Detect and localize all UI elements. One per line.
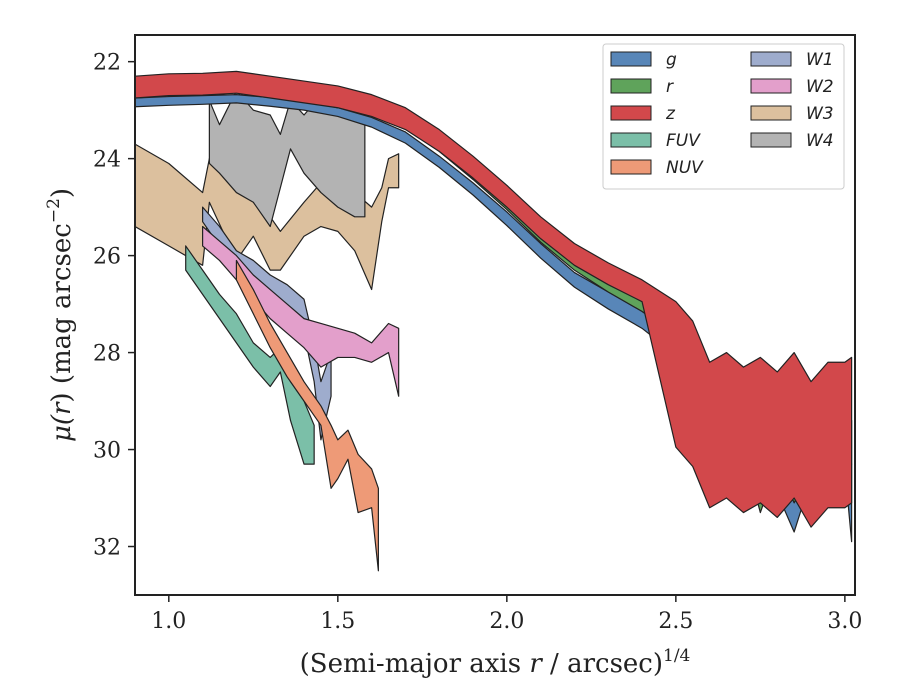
x-axis-title: (Semi-major axis r / arcsec)1/4 [300,646,691,679]
x-tick-label: 1.0 [151,609,186,634]
y-tick-label: 22 [93,51,121,76]
legend-swatch-g [610,51,652,67]
legend-swatch-w2 [750,78,792,94]
x-tick-label: 3.0 [827,609,862,634]
y-tick-label: 30 [93,439,121,464]
legend-swatch-r [610,78,652,94]
legend-label-fuv: FUV [666,131,701,151]
legend-swatch-z [610,105,652,121]
legend-label-w1: W1 [806,50,834,70]
band-w4 [208,90,366,228]
y-tick-label: 26 [93,245,121,270]
axis-ticks-layer: 1.0 1.5 2.0 2.5 3.0 22 24 26 28 30 32 [93,51,862,634]
legend-swatch-nuv [610,159,652,175]
legend: grz FUV NUV W1 W2 W3 W4 [602,43,845,190]
legend-label-nuv: NUV [666,158,704,178]
plot-frame [134,34,856,596]
y-tick-label: 28 [93,342,121,367]
y-tick-label: 32 [93,536,121,561]
legend-label-w3: W3 [806,104,834,124]
legend-label-g: g [666,50,677,70]
x-tick-label: 1.5 [320,609,355,634]
legend-label-w2: W2 [806,77,834,97]
legend-swatch-w3 [750,105,792,121]
legend-swatch-w4 [750,132,792,148]
y-tick-label: 24 [93,148,121,173]
legend-swatch-fuv [610,132,652,148]
y-axis-title: μ(r) (mag arcsec−2) [44,188,77,442]
legend-label-w4: W4 [806,131,834,151]
band-nuv [235,259,379,572]
plot-series-layer [135,70,853,572]
band-z [135,70,853,528]
band-fuv [185,245,315,465]
x-tick-label: 2.5 [658,609,693,634]
x-tick-label: 2.0 [489,609,524,634]
legend-swatch-w1 [750,51,792,67]
legend-label-z: z [665,104,676,124]
legend-label-r: r [666,77,674,97]
